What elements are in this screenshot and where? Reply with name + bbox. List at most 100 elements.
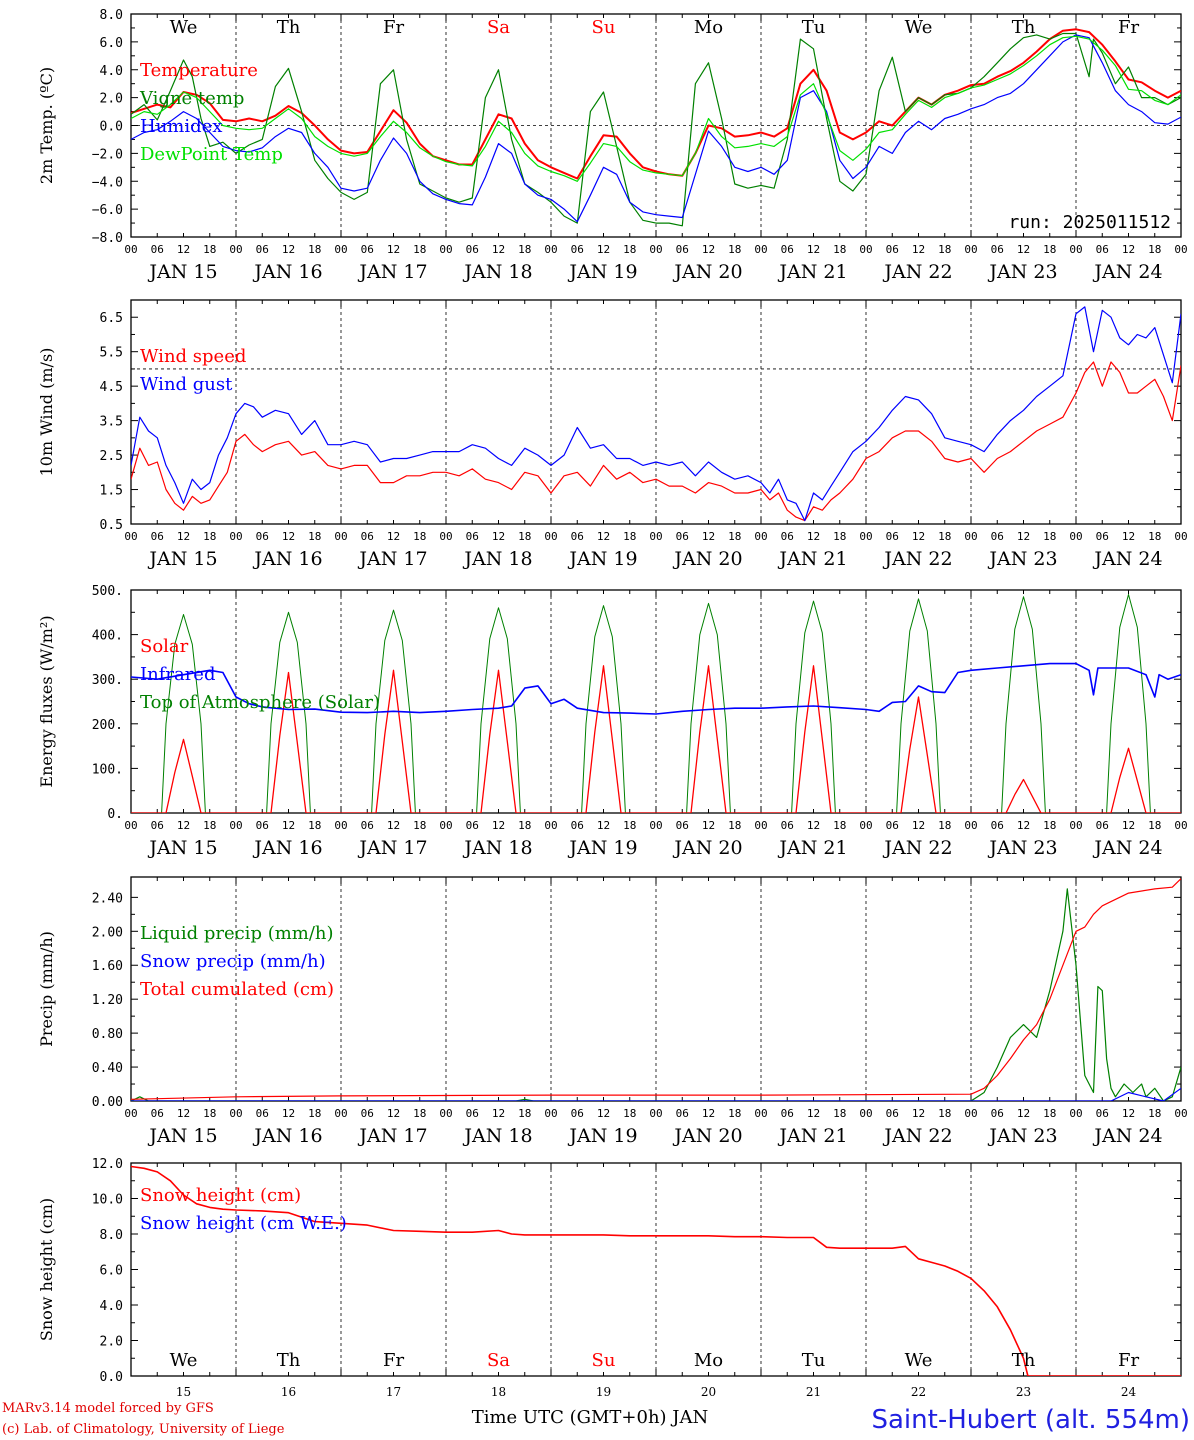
date-label: JAN 20 — [672, 837, 742, 859]
y-tick-label: 200. — [92, 718, 123, 733]
legend-entry: Solar — [140, 636, 189, 657]
panel-2: 6.5 5.5 4.5 3.5 2.5 1.5 0.5 10m Wind (m/s) Wind … — [37, 299, 1188, 570]
y-tick-label: 12.0 — [92, 1157, 123, 1172]
hour-label: 06 — [991, 530, 1004, 543]
hour-label: 18 — [518, 530, 531, 543]
y-tick-label: 4.5 — [100, 380, 123, 395]
legend-entry: Top of Atmosphere (Solar) — [140, 692, 380, 713]
hour-label: 18 — [308, 243, 321, 256]
day-of-week-label: Mo — [694, 17, 723, 38]
hour-label: 00 — [1069, 1107, 1082, 1120]
hour-label: 18 — [413, 530, 426, 543]
hour-label: 12 — [387, 243, 400, 256]
date-label: JAN 24 — [1092, 548, 1162, 570]
hour-label: 12 — [177, 243, 190, 256]
date-label: JAN 23 — [987, 548, 1057, 570]
hour-label: 00 — [649, 530, 662, 543]
hour-label: 18 — [938, 819, 951, 832]
y-tick-label: 8.0 — [100, 8, 123, 23]
date-label: JAN 15 — [147, 837, 217, 859]
hour-label: 06 — [781, 819, 794, 832]
hour-label: 06 — [256, 530, 269, 543]
hour-label: 00 — [964, 243, 977, 256]
hour-label: 00 — [544, 1107, 557, 1120]
legend-entry: DewPoint Temp — [140, 144, 283, 165]
hour-label: 00 — [1174, 243, 1187, 256]
hour-label: 00 — [1069, 530, 1082, 543]
day-of-week-label: Tu — [802, 17, 826, 38]
hour-label: 00 — [754, 1107, 767, 1120]
hour-label: 00 — [229, 819, 242, 832]
hour-label: 18 — [1148, 1107, 1161, 1120]
credit-line-1: MARv3.14 model forced by GFS — [2, 1401, 214, 1416]
hour-label: 18 — [833, 243, 846, 256]
day-number-label: 18 — [491, 1385, 506, 1399]
hour-label: 18 — [308, 530, 321, 543]
hour-label: 12 — [1017, 1107, 1030, 1120]
day-of-week-label: We — [905, 1350, 933, 1371]
date-label: JAN 23 — [987, 261, 1057, 283]
series-line-temperature — [131, 28, 1181, 180]
hour-label: 00 — [1174, 819, 1187, 832]
hour-label: 12 — [492, 530, 505, 543]
date-label: JAN 15 — [147, 548, 217, 570]
y-tick-label: 3.5 — [100, 415, 123, 430]
day-number-label: 15 — [176, 1385, 191, 1399]
y-tick-label: 100. — [92, 762, 123, 777]
footer: MARv3.14 model forced by GFS (c) Lab. of … — [2, 1401, 1190, 1437]
panel-3: 500. 400. 300. 200. 100. 0. Energy fluxes (W/m… — [37, 584, 1188, 859]
legend-entry: Infrared — [140, 664, 215, 685]
hour-label: 00 — [229, 530, 242, 543]
y-tick-label: 6.0 — [100, 1264, 123, 1279]
hour-label: 06 — [361, 530, 374, 543]
hour-label: 18 — [938, 530, 951, 543]
series-line-snow-height-cm- — [131, 1165, 1181, 1376]
date-label: JAN 17 — [357, 837, 427, 859]
hour-label: 12 — [177, 530, 190, 543]
date-label: JAN 20 — [672, 1125, 742, 1147]
hour-label: 18 — [1148, 530, 1161, 543]
day-number-label: 19 — [596, 1385, 611, 1399]
hour-label: 00 — [964, 530, 977, 543]
y-tick-label: 0.0 — [100, 1370, 123, 1385]
hour-label: 00 — [439, 243, 452, 256]
date-label: JAN 18 — [462, 261, 532, 283]
date-label: JAN 21 — [777, 261, 847, 283]
hour-label: 12 — [387, 1107, 400, 1120]
hour-label: 18 — [413, 819, 426, 832]
y-tick-label: 4.0 — [100, 64, 123, 79]
hour-label: 12 — [1122, 1107, 1135, 1120]
day-number-label: 23 — [1016, 1385, 1031, 1399]
legend-entry: Snow height (cm W.E.) — [140, 1213, 347, 1234]
day-number-label: 16 — [281, 1385, 296, 1399]
date-label: JAN 19 — [567, 837, 637, 859]
y-axis-label: 10m Wind (m/s) — [37, 348, 56, 477]
hour-label: 06 — [466, 530, 479, 543]
hour-label: 12 — [1017, 243, 1030, 256]
series-line-liquid-precip-mm-h- — [131, 888, 1181, 1101]
hour-label: 18 — [308, 1107, 321, 1120]
hour-label: 18 — [203, 530, 216, 543]
hour-label: 06 — [361, 1107, 374, 1120]
y-tick-label: 300. — [92, 673, 123, 688]
hour-label: 12 — [702, 1107, 715, 1120]
date-label: JAN 18 — [462, 1125, 532, 1147]
day-of-week-label: Sa — [487, 17, 510, 38]
day-of-week-label: Mo — [694, 1350, 723, 1371]
hour-label: 06 — [361, 243, 374, 256]
y-axis-label: Energy fluxes (W/m²) — [37, 615, 56, 787]
hour-label: 18 — [833, 819, 846, 832]
hour-label: 12 — [177, 819, 190, 832]
hour-label: 12 — [702, 530, 715, 543]
hour-label: 18 — [203, 243, 216, 256]
y-tick-label: −2.0 — [92, 147, 123, 162]
hour-label: 12 — [492, 819, 505, 832]
hour-label: 12 — [912, 1107, 925, 1120]
x-axis-label: Time UTC (GMT+0h) JAN — [472, 1407, 709, 1428]
hour-label: 18 — [203, 819, 216, 832]
date-label: JAN 23 — [987, 1125, 1057, 1147]
hour-label: 00 — [124, 530, 137, 543]
hour-label: 06 — [781, 1107, 794, 1120]
date-label: JAN 24 — [1092, 261, 1162, 283]
